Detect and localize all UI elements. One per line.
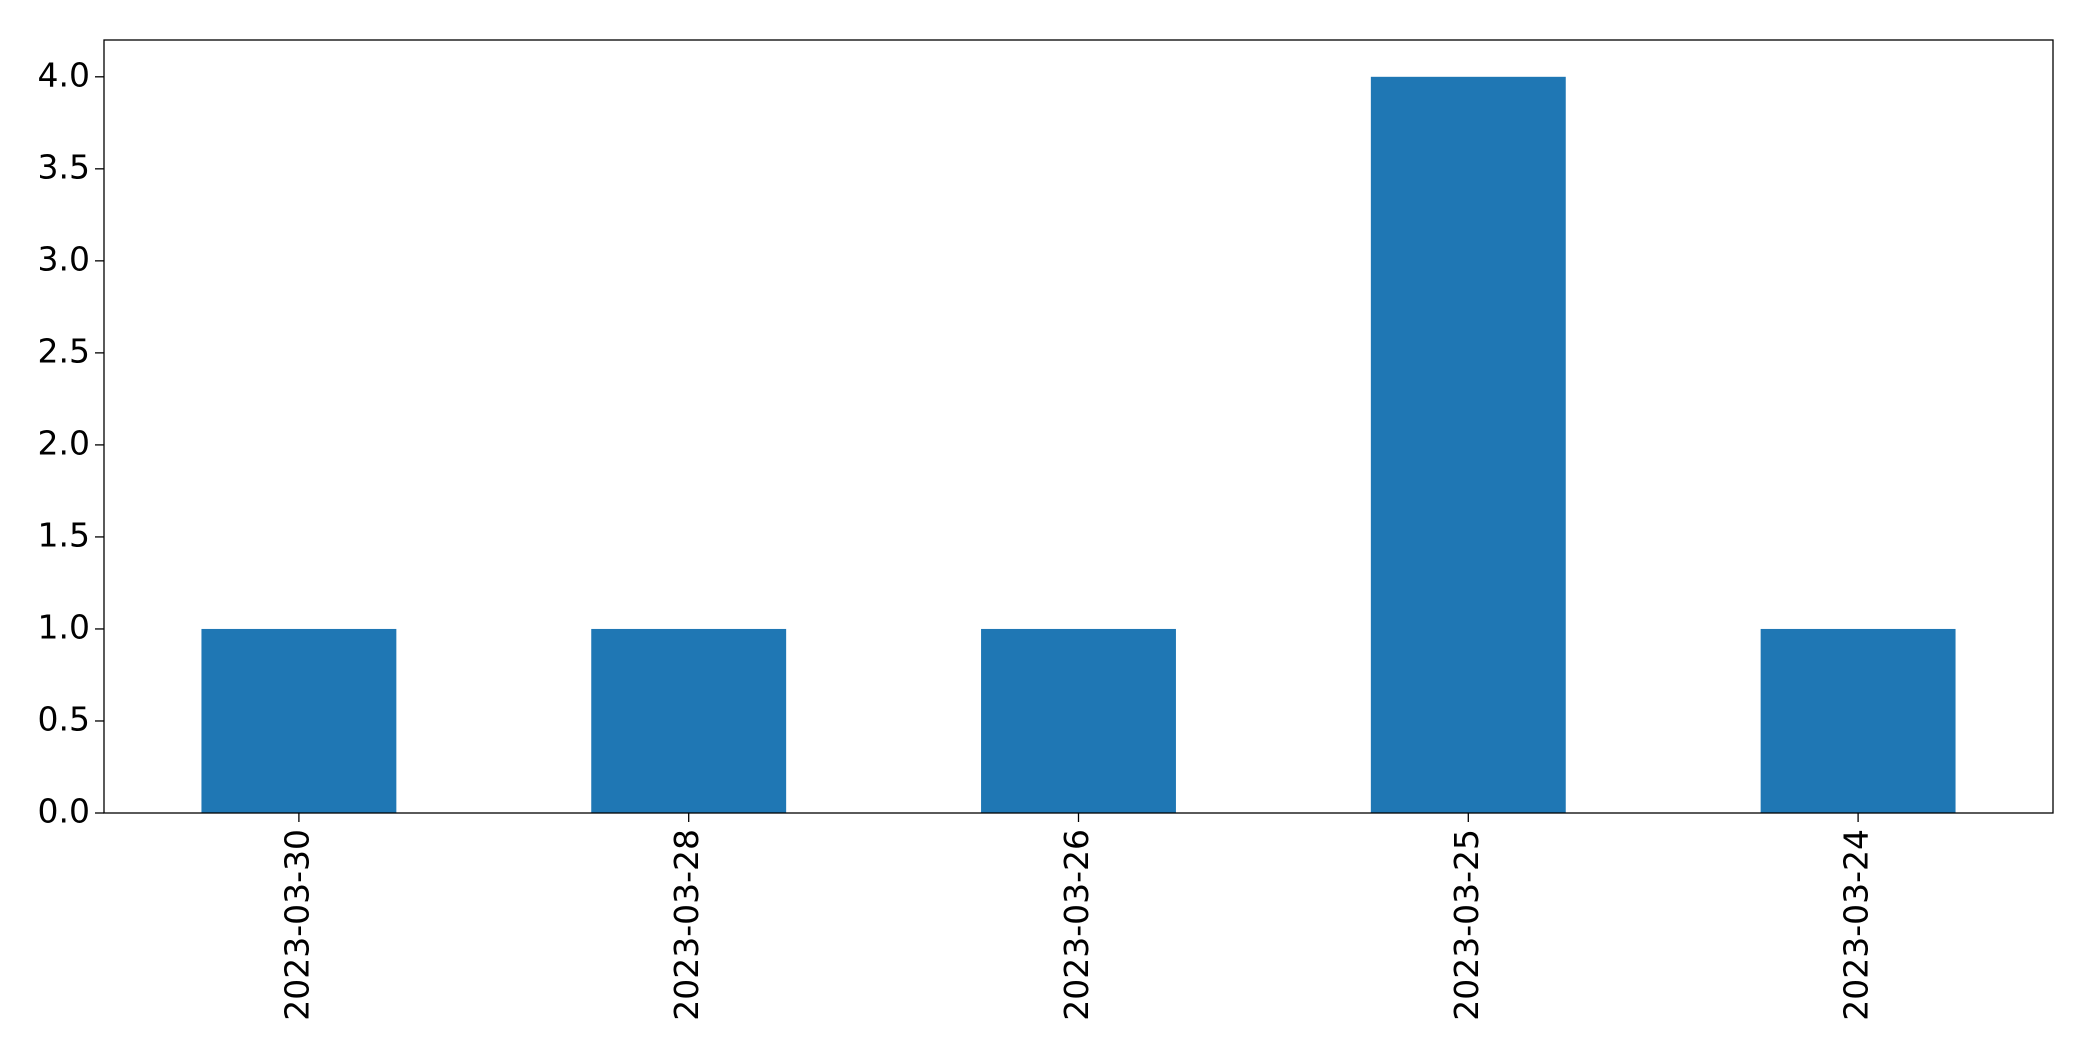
x-tick-label: 2023-03-24 <box>1837 829 1876 1021</box>
x-tick-label: 2023-03-26 <box>1057 829 1096 1021</box>
bar <box>1370 76 1566 814</box>
bar <box>201 628 397 813</box>
x-tick-label: 2023-03-25 <box>1447 829 1486 1021</box>
bar <box>981 628 1176 813</box>
y-tick-label: 1.5 <box>38 515 90 554</box>
y-tick-label: 0.0 <box>38 792 90 831</box>
y-tick-label: 3.5 <box>38 147 90 186</box>
y-tick-label: 0.5 <box>38 699 90 738</box>
y-tick-label: 2.0 <box>38 423 90 462</box>
y-tick-label: 1.0 <box>38 607 90 646</box>
bar <box>1760 628 1956 813</box>
bar <box>591 628 787 813</box>
x-tick-label: 2023-03-30 <box>277 829 316 1021</box>
x-tick-label: 2023-03-28 <box>667 829 706 1021</box>
plot-frame <box>103 39 2054 814</box>
y-tick-label: 4.0 <box>38 55 90 94</box>
y-tick-label: 3.0 <box>38 239 90 278</box>
y-tick-label: 2.5 <box>38 331 90 370</box>
